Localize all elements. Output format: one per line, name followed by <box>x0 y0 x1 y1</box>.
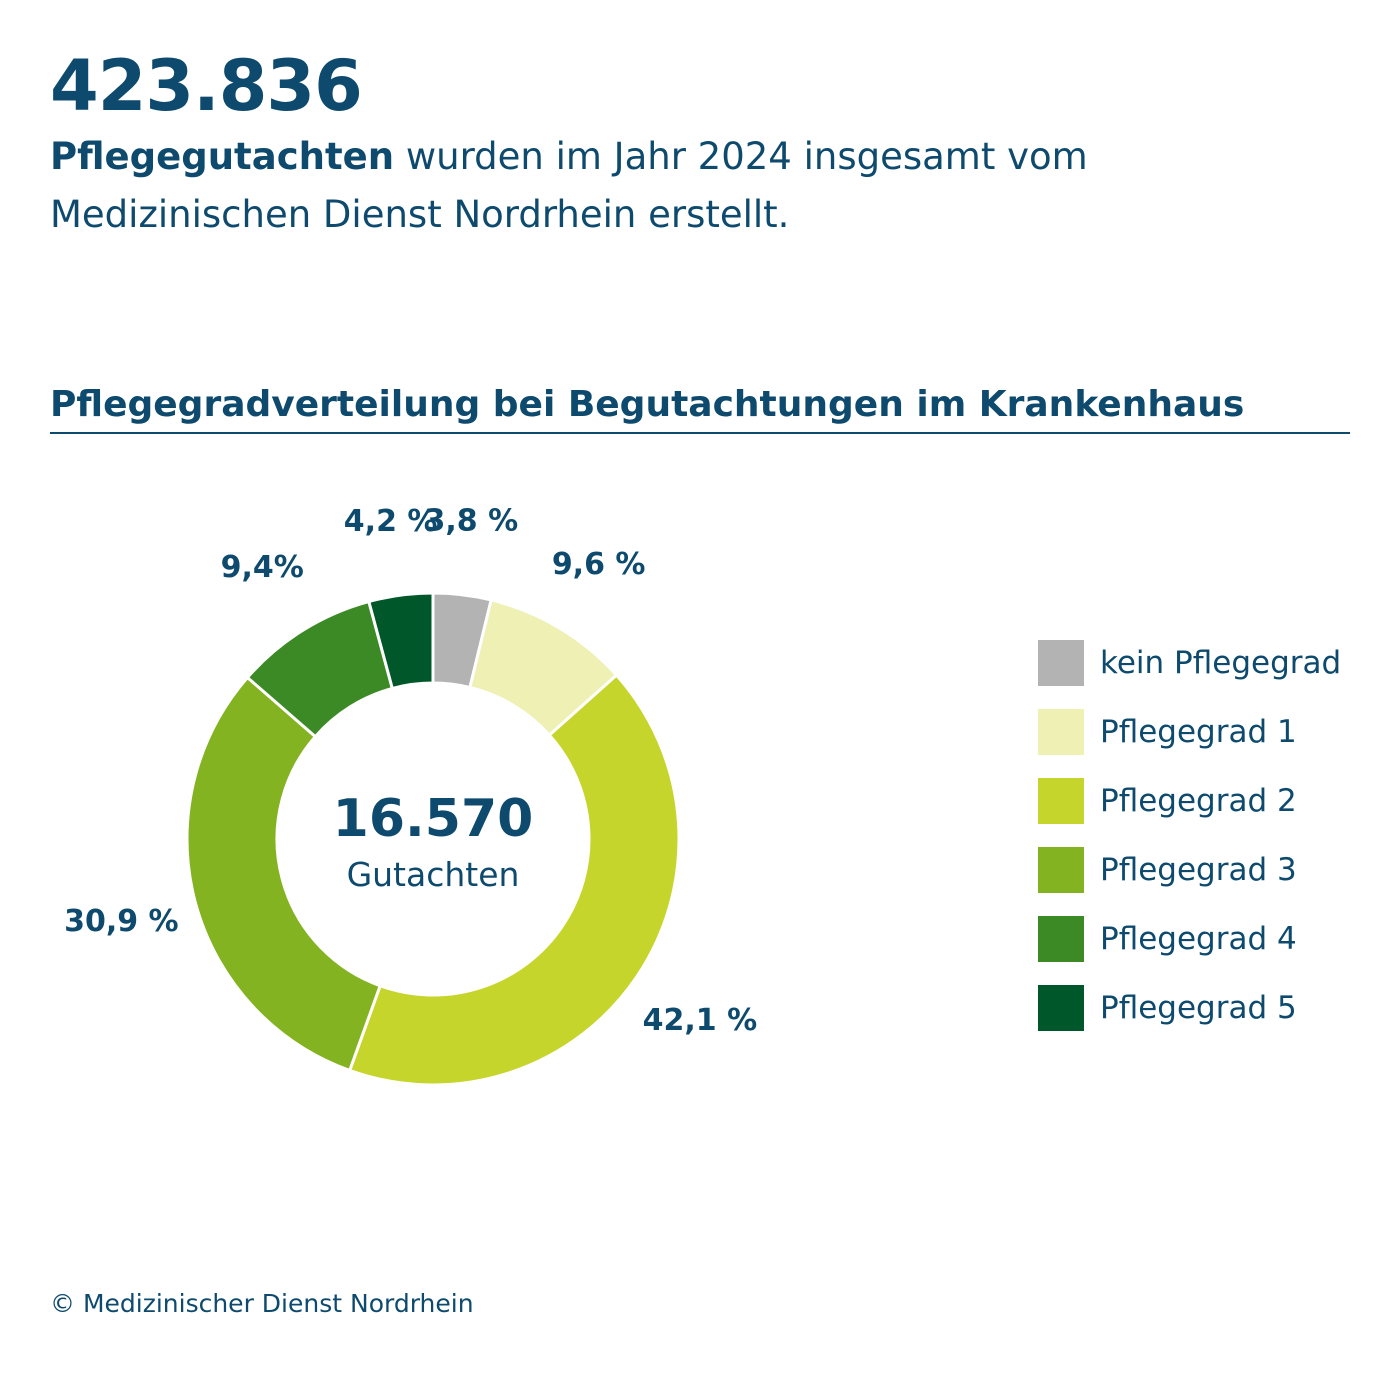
legend-label-1: Pflegegrad 1 <box>1100 714 1297 750</box>
legend-item: kein Pflegegrad <box>1038 640 1341 709</box>
intro-line2: Medizinischen Dienst Nordrhein erstellt. <box>50 193 790 236</box>
legend-swatch-1 <box>1038 709 1084 755</box>
slice-value-label-1: 9,6 % <box>552 547 646 582</box>
slice-value-label-3: 30,9 % <box>64 904 179 939</box>
center-total-value: 16.570 <box>333 789 534 849</box>
legend-swatch-0 <box>1038 640 1084 686</box>
slice-value-label-5: 4,2 % <box>344 504 438 539</box>
total-reports-number: 423.836 <box>50 45 363 127</box>
legend-label-2: Pflegegrad 2 <box>1100 783 1297 819</box>
donut-slice-2 <box>348 673 681 1087</box>
intro-text: Pflegegutachten wurden im Jahr 2024 insg… <box>50 128 1250 244</box>
intro-bold-term: Pflegegutachten <box>50 135 395 178</box>
slice-value-label-0: 3,8 % <box>425 503 519 538</box>
legend-label-5: Pflegegrad 5 <box>1100 990 1297 1026</box>
legend-label-0: kein Pflegegrad <box>1100 645 1342 681</box>
legend-item: Pflegegrad 3 <box>1038 847 1341 916</box>
legend-item: Pflegegrad 5 <box>1038 985 1341 1054</box>
legend-swatch-5 <box>1038 985 1084 1031</box>
legend-swatch-2 <box>1038 778 1084 824</box>
chart-legend: kein Pflegegrad Pflegegrad 1 Pflegegrad 2 P… <box>1038 640 1341 1054</box>
slice-value-label-2: 42,1 % <box>643 1003 758 1038</box>
legend-label-3: Pflegegrad 3 <box>1100 852 1297 888</box>
legend-item: Pflegegrad 1 <box>1038 709 1341 778</box>
center-total-label: Gutachten <box>347 855 520 894</box>
chart-title: Pflegegradverteilung bei Begutachtungen … <box>50 384 1245 425</box>
legend-item: Pflegegrad 4 <box>1038 916 1341 985</box>
title-divider <box>50 432 1350 434</box>
donut-slice-3 <box>185 675 382 1072</box>
legend-swatch-4 <box>1038 916 1084 962</box>
donut-slice-5 <box>367 591 435 690</box>
copyright-notice: © Medizinischer Dienst Nordrhein <box>50 1289 474 1318</box>
intro-line1-rest: wurden im Jahr 2024 insgesamt vom <box>394 135 1088 178</box>
legend-item: Pflegegrad 2 <box>1038 778 1341 847</box>
legend-swatch-3 <box>1038 847 1084 893</box>
slice-value-label-4: 9,4% <box>221 550 304 585</box>
slice-labels: 3,8 % 9,6 % 42,1 % 30,9 % 9,4% 4,2 % <box>64 503 757 1038</box>
donut-slices <box>185 591 681 1087</box>
legend-label-4: Pflegegrad 4 <box>1100 921 1297 957</box>
